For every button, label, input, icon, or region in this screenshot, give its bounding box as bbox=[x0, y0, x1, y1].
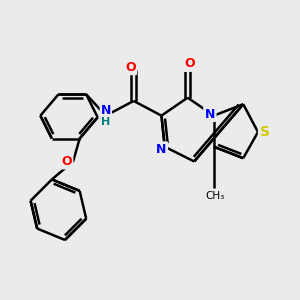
Text: O: O bbox=[61, 155, 72, 168]
Text: N: N bbox=[156, 143, 167, 156]
Text: O: O bbox=[184, 58, 195, 70]
Text: N: N bbox=[205, 107, 215, 121]
Text: S: S bbox=[260, 125, 269, 139]
Text: O: O bbox=[125, 61, 136, 74]
Text: N: N bbox=[100, 103, 111, 117]
Text: H: H bbox=[101, 116, 110, 127]
Text: CH₃: CH₃ bbox=[206, 191, 225, 201]
